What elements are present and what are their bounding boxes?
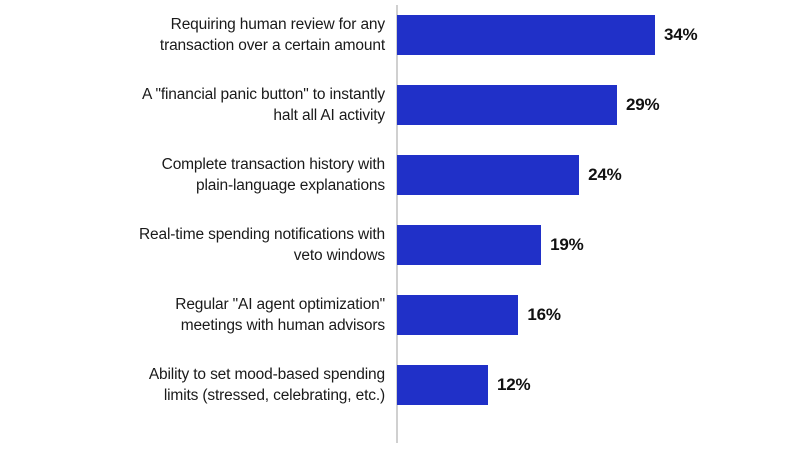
- bar-3[interactable]: [397, 225, 542, 265]
- bar-track-2: 24%: [397, 155, 622, 195]
- table-row: Requiring human review for any transacti…: [0, 0, 800, 70]
- category-label-4: Regular "AI agent optimization" meetings…: [175, 296, 385, 334]
- bar-value-1: 29%: [626, 95, 660, 114]
- category-label-2: Complete transaction history with plain-…: [161, 156, 385, 194]
- category-label-3: Real-time spending notifications with ve…: [138, 226, 385, 264]
- bar-2[interactable]: [397, 155, 580, 195]
- category-label-1: A "financial panic button" to instantly …: [142, 86, 385, 124]
- bar-value-2: 24%: [588, 165, 622, 184]
- category-axis-line: [396, 5, 398, 443]
- bar-value-4: 16%: [527, 305, 561, 324]
- bar-value-0: 34%: [664, 25, 698, 44]
- bar-1[interactable]: [397, 85, 618, 125]
- bar-5[interactable]: [397, 365, 489, 405]
- bar-0[interactable]: [397, 15, 655, 55]
- table-row: Regular "AI agent optimization" meetings…: [0, 280, 800, 350]
- bar-track-5: 12%: [397, 365, 531, 405]
- bar-track-1: 29%: [397, 85, 660, 125]
- bar-4[interactable]: [397, 295, 519, 335]
- category-label-0: Requiring human review for any transacti…: [159, 16, 385, 54]
- table-row: Real-time spending notifications with ve…: [0, 210, 800, 280]
- category-label-5: Ability to set mood-based spending limit…: [148, 366, 385, 404]
- bar-value-3: 19%: [550, 235, 584, 254]
- table-row: Ability to set mood-based spending limit…: [0, 350, 800, 420]
- bar-track-4: 16%: [397, 295, 561, 335]
- table-row: Complete transaction history with plain-…: [0, 140, 800, 210]
- bar-track-3: 19%: [397, 225, 584, 265]
- bar-track-0: 34%: [397, 15, 698, 55]
- bar-value-5: 12%: [497, 375, 531, 394]
- table-row: A "financial panic button" to instantly …: [0, 70, 800, 140]
